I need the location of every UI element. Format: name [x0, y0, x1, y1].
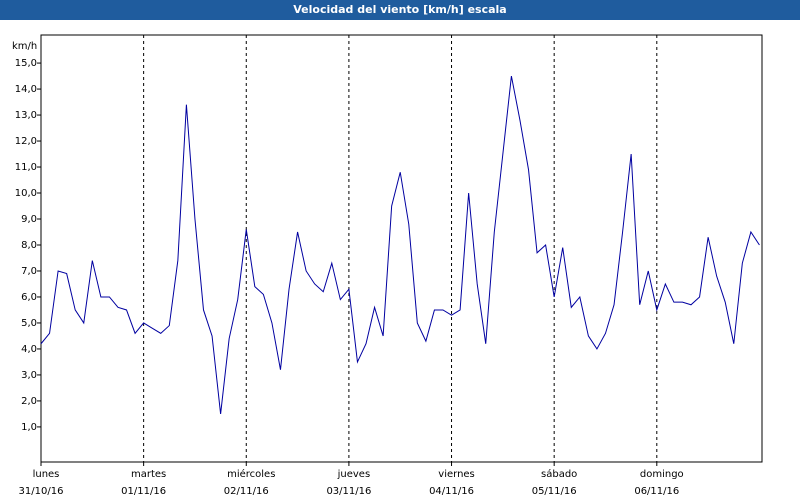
x-tick-weekday: jueves	[337, 469, 371, 480]
y-tick-label: 8,0	[21, 240, 37, 251]
y-tick-label: 9,0	[21, 214, 37, 225]
chart-title: Velocidad del viento [km/h] escala	[293, 3, 506, 16]
title-bar	[0, 0, 800, 20]
y-tick-label: 6,0	[21, 292, 37, 303]
plot-frame	[40, 34, 763, 463]
x-tick-label: 04/11/16	[429, 486, 474, 497]
y-tick-label: 15,0	[15, 58, 37, 69]
y-tick-label: 4,0	[21, 344, 37, 355]
x-tick-label: 05/11/16	[532, 486, 577, 497]
x-tick-weekday: domingo	[640, 469, 684, 480]
data-line	[40, 75, 760, 414]
y-tick-label: 11,0	[15, 162, 37, 173]
x-tick-weekday: miércoles	[227, 468, 275, 480]
y-tick-label: 2,0	[21, 396, 37, 407]
y-tick-label: 14,0	[15, 84, 37, 95]
y-tick-label: 12,0	[15, 136, 37, 147]
y-axis-unit: km/h	[12, 41, 37, 52]
y-tick-label: 10,0	[15, 188, 37, 199]
x-tick-label: 31/10/16	[19, 486, 64, 497]
y-tick-label: 13,0	[15, 110, 37, 121]
y-tick-label: 1,0	[21, 422, 37, 433]
x-tick-label: 02/11/16	[224, 486, 269, 497]
x-tick-label: 03/11/16	[326, 486, 371, 497]
y-tick-label: 7,0	[21, 266, 37, 277]
y-tick-label: 5,0	[21, 318, 37, 329]
x-tick-weekday: lunes	[33, 469, 60, 480]
x-tick-label: 06/11/16	[634, 486, 679, 497]
y-tick-label: 3,0	[21, 370, 37, 381]
x-tick-weekday: viernes	[438, 469, 474, 480]
x-tick-label: 01/11/16	[121, 486, 166, 497]
x-tick-weekday: martes	[131, 469, 166, 480]
x-tick-weekday: sábado	[541, 468, 577, 480]
